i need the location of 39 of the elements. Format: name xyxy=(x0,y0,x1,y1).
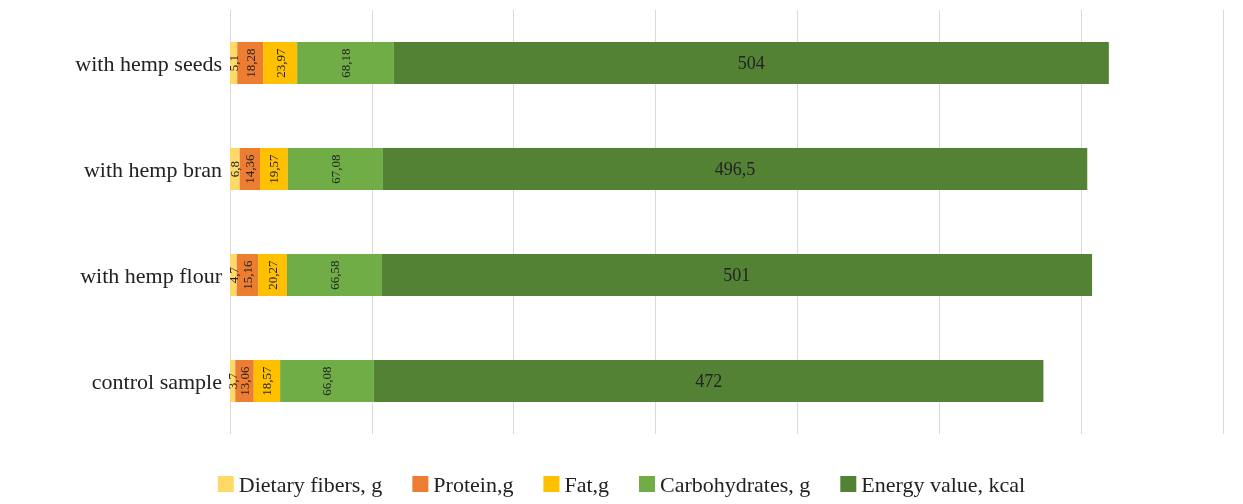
bar xyxy=(280,360,374,402)
bar xyxy=(286,254,382,296)
data-label: 4,7 xyxy=(225,266,241,284)
legend-label: Carbohydrates, g xyxy=(660,471,811,497)
data-label: 18,57 xyxy=(259,365,275,396)
y-tick-label: with hemp flour xyxy=(80,262,223,288)
data-label: 472 xyxy=(695,371,723,391)
data-label: 3,7 xyxy=(225,372,241,390)
data-label: 504 xyxy=(737,53,765,73)
data-label: 20,27 xyxy=(265,259,281,290)
data-label: 66,58 xyxy=(326,260,342,290)
legend-label: Protein,g xyxy=(433,471,514,497)
data-label: 501 xyxy=(723,265,751,285)
bar xyxy=(393,42,1109,84)
data-label: 6,8 xyxy=(227,160,243,178)
legend-label: Fat,g xyxy=(564,471,610,497)
legend-label: Dietary fibers, g xyxy=(238,471,383,497)
data-label: 5,1 xyxy=(226,54,242,72)
bar xyxy=(297,42,394,84)
data-label: 496,5 xyxy=(714,159,756,179)
data-label: 15,16 xyxy=(239,259,255,290)
data-label: 68,18 xyxy=(338,48,354,78)
bar xyxy=(382,148,1088,190)
bar xyxy=(381,254,1093,296)
bar xyxy=(263,42,298,84)
data-label: 14,36 xyxy=(242,153,258,184)
data-label: 67,08 xyxy=(327,154,343,184)
data-label: 66,08 xyxy=(319,366,335,396)
bar xyxy=(258,254,287,296)
y-tick-label: control sample xyxy=(91,368,222,394)
data-label: 18,28 xyxy=(242,48,258,78)
bar xyxy=(287,148,383,190)
data-label: 23,97 xyxy=(272,47,288,78)
bar xyxy=(373,360,1044,402)
y-tick-label: with hemp bran xyxy=(83,156,222,182)
legend-label: Energy value, kcal xyxy=(861,471,1026,497)
y-tick-label: with hemp seeds xyxy=(75,50,222,76)
data-label: 19,57 xyxy=(266,153,282,184)
bar xyxy=(260,148,288,190)
